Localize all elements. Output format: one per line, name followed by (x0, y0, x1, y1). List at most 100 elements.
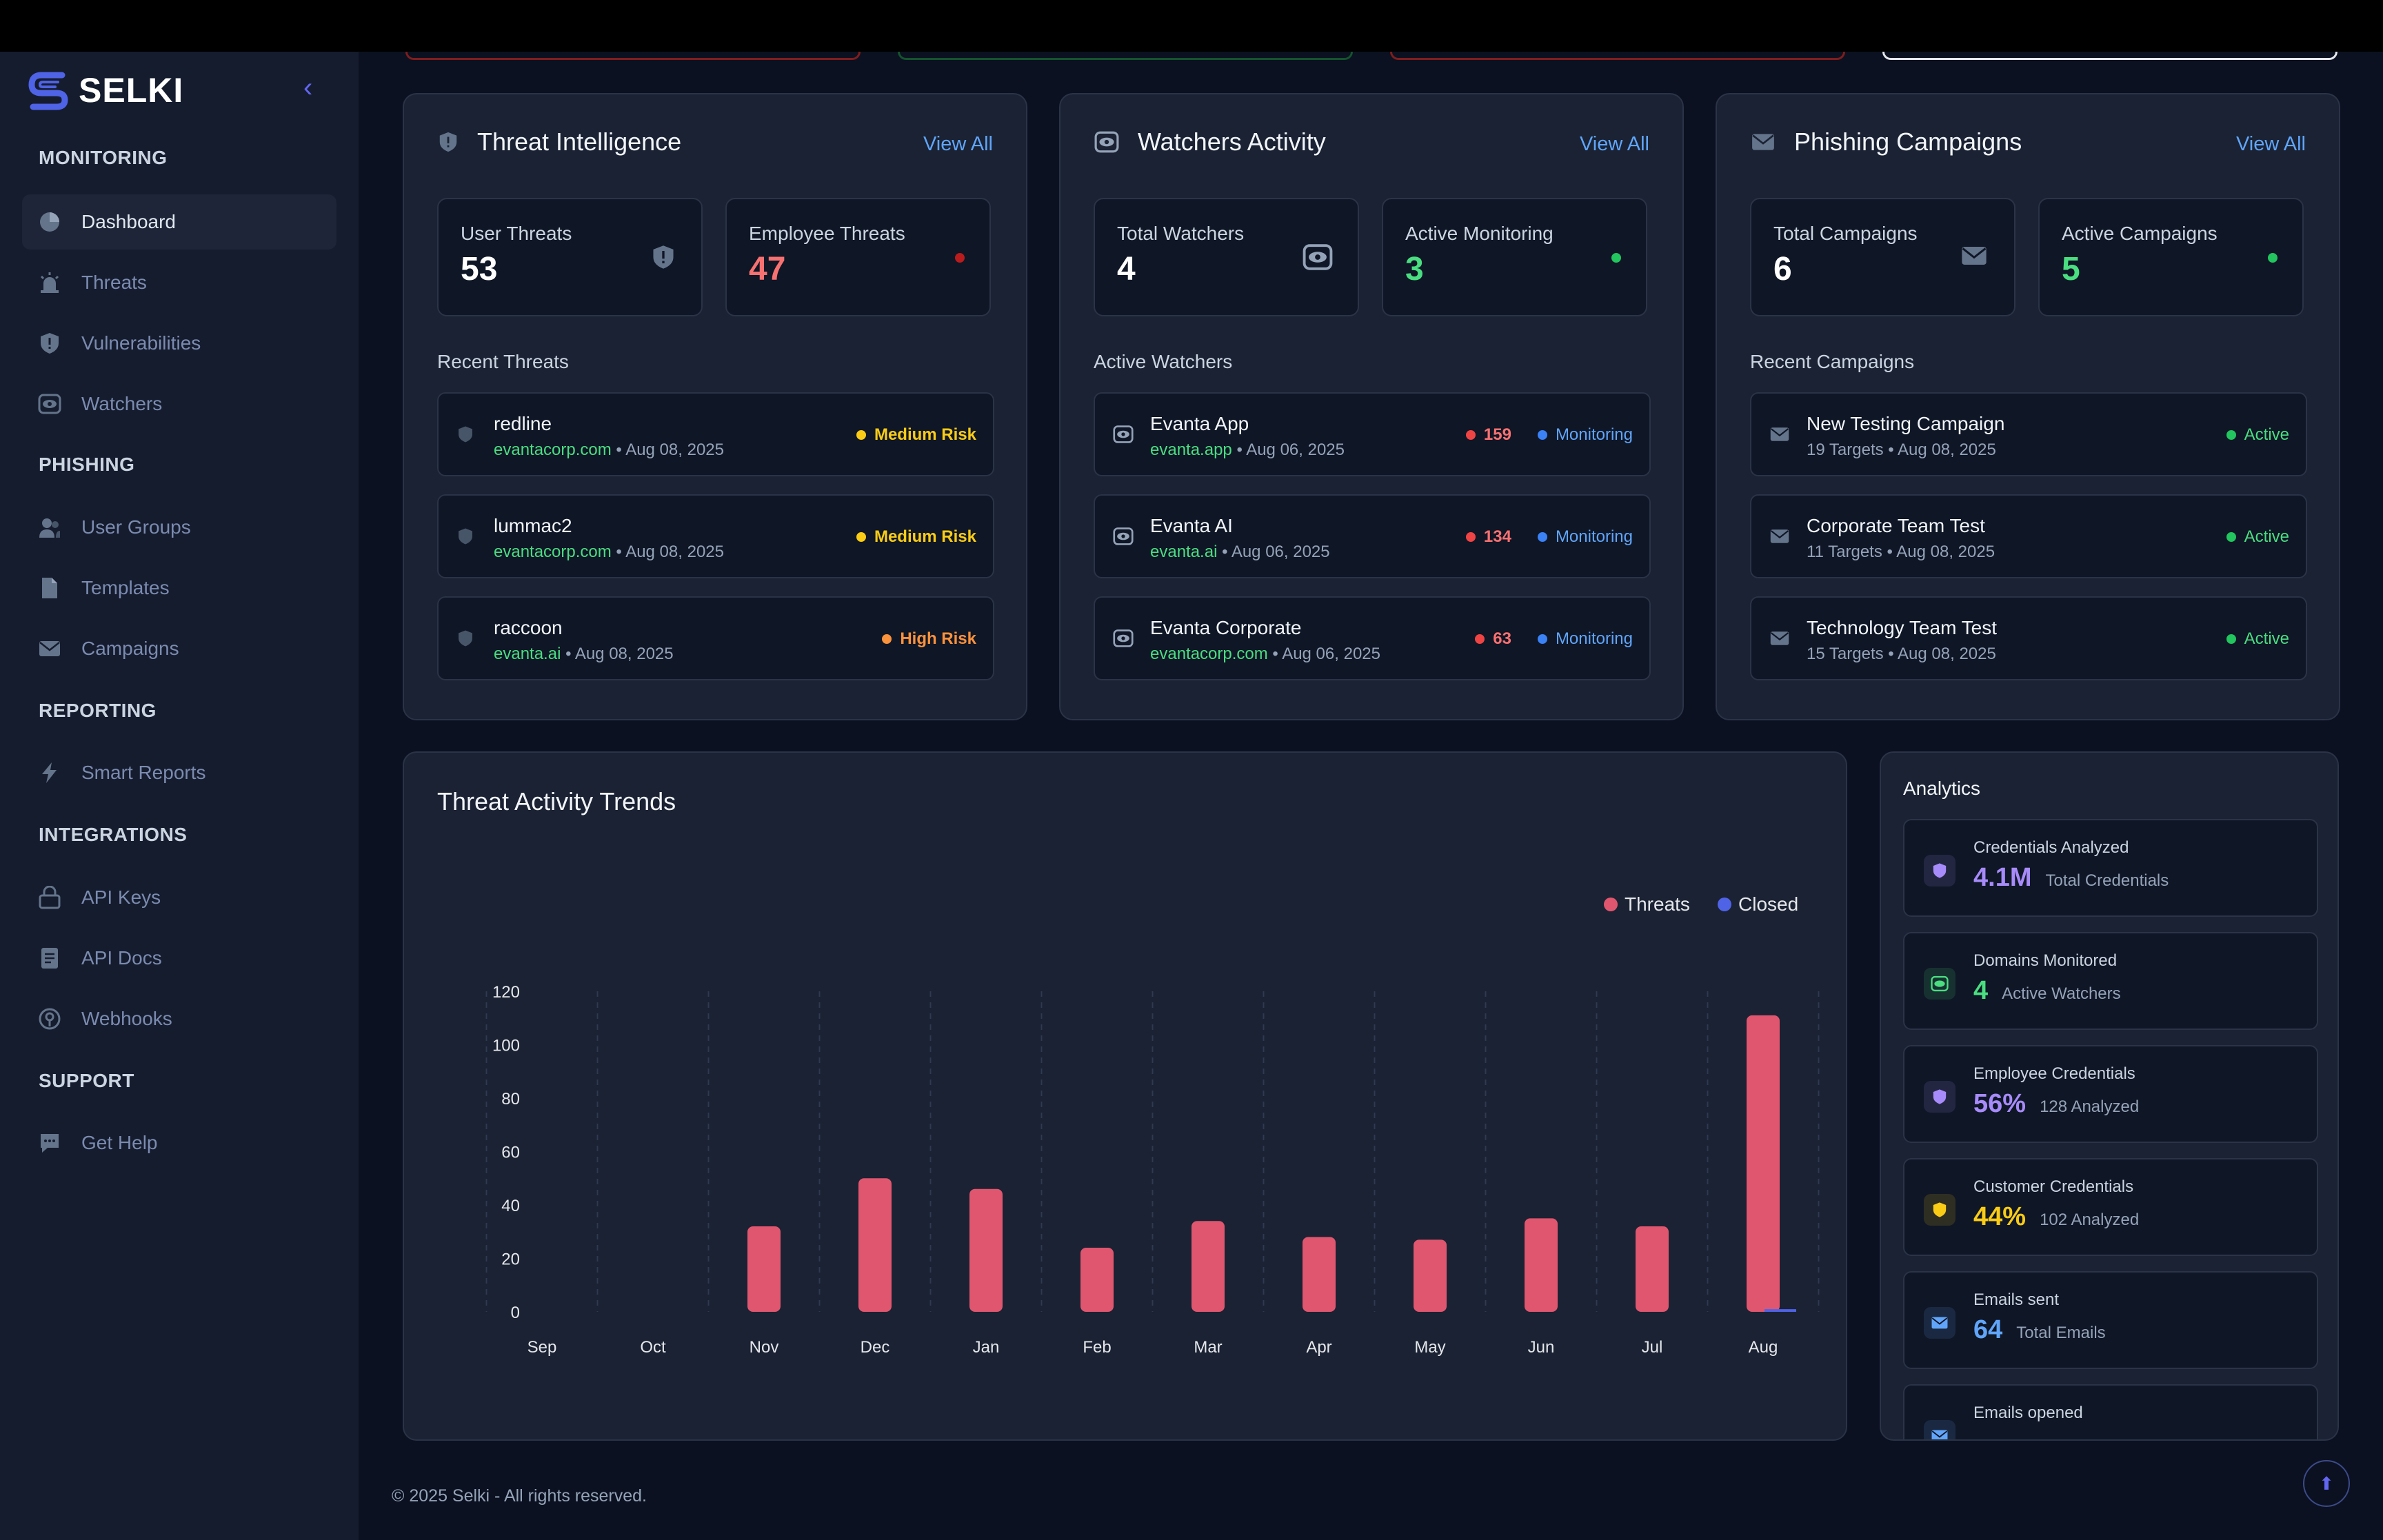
shield-icon (459, 630, 472, 647)
shield-icon (439, 132, 457, 152)
risk-badge: Medium Risk (856, 527, 976, 547)
stat-label: Active Campaigns (2062, 223, 2218, 244)
section-subhead: Recent Threats (437, 351, 569, 372)
stat-label: Employee Threats (749, 223, 905, 244)
eye-icon (37, 392, 62, 416)
watcher-row[interactable]: Evanta App evanta.app • Aug 06, 2025 159… (1094, 392, 1651, 476)
sidebar-item-webhooks[interactable]: Webhooks (22, 991, 336, 1046)
eye-icon (1113, 527, 1134, 545)
stat-label: Total Watchers (1117, 223, 1245, 244)
view-all-watchers-link[interactable]: View All (1579, 133, 1649, 155)
campaign-status: Active (2226, 527, 2289, 547)
watcher-meta: evanta.app • Aug 06, 2025 (1150, 440, 1345, 459)
analytics-label: Emails sent (1973, 1290, 2060, 1309)
top-bar (0, 0, 2383, 52)
analytics-item: Emails sent 64 Total Emails (1903, 1271, 2318, 1369)
campaign-row[interactable]: Corporate Team Test 11 Targets • Aug 08,… (1750, 494, 2307, 578)
shield-alert-icon (37, 331, 62, 356)
total-watchers-stat: Total Watchers 4 (1094, 198, 1359, 316)
watcher-row[interactable]: Evanta AI evanta.ai • Aug 06, 2025 134 Mo… (1094, 494, 1651, 578)
sidebar-item-api-keys[interactable]: API Keys (22, 870, 336, 925)
sidebar-item-label: Webhooks (81, 1008, 172, 1029)
analytics-label: Domains Monitored (1973, 951, 2118, 970)
chat-icon (37, 1131, 62, 1155)
mail-icon (1770, 529, 1789, 543)
logo[interactable]: SELKI (26, 68, 183, 112)
sidebar-item-label: Campaigns (81, 638, 179, 659)
threats-bar (969, 1188, 1003, 1312)
card-header: Threat Intelligence (437, 128, 681, 156)
watcher-meta: evantacorp.com • Aug 06, 2025 (1150, 645, 1380, 663)
analytics-item: Domains Monitored 4 Active Watchers (1903, 932, 2318, 1030)
y-tick-label: 60 (501, 1144, 520, 1162)
sidebar-item-dashboard[interactable]: Dashboard (22, 194, 336, 250)
x-tick-label: Nov (750, 1338, 779, 1357)
footer-copyright: © 2025 Selki - All rights reserved. (392, 1486, 647, 1506)
view-all-campaigns-link[interactable]: View All (2235, 133, 2306, 155)
analytics-item: Customer Credentials 44% 102 Analyzed (1903, 1158, 2318, 1256)
section-support: SUPPORT (39, 1070, 134, 1091)
lock-icon (37, 885, 62, 910)
legend-label: Threats (1625, 893, 1690, 915)
analytics-value: 4.1M (1973, 863, 2032, 892)
sidebar-item-templates[interactable]: Templates (22, 560, 336, 616)
analytics-value-group: 44% 102 Analyzed (1973, 1202, 2139, 1232)
scroll-to-top-button[interactable]: ⬆ (2303, 1460, 2350, 1507)
campaign-row[interactable]: Technology Team Test 15 Targets • Aug 08… (1750, 596, 2307, 680)
campaign-meta: 19 Targets • Aug 08, 2025 (1807, 440, 1996, 459)
eye-icon (1113, 425, 1134, 443)
sidebar-item-watchers[interactable]: Watchers (22, 376, 336, 432)
watcher-row[interactable]: Evanta Corporate evantacorp.com • Aug 06… (1094, 596, 1651, 680)
mail-icon (1924, 1420, 1955, 1439)
threats-bar (858, 1178, 892, 1312)
view-all-threats-link[interactable]: View All (923, 133, 993, 155)
threats-bar (1192, 1221, 1225, 1312)
eye-icon (1113, 629, 1134, 647)
siren-icon (37, 270, 62, 295)
threat-row[interactable]: lummac2 evantacorp.com • Aug 08, 2025 Me… (437, 494, 994, 578)
active-monitoring-stat: Active Monitoring 3 (1382, 198, 1647, 316)
sidebar-item-label: User Groups (81, 516, 191, 538)
sidebar-item-get-help[interactable]: Get Help (22, 1115, 336, 1171)
analytics-sub: Total Emails (2016, 1324, 2106, 1342)
document-icon (37, 946, 62, 971)
analytics-label: Emails opened (1973, 1404, 2083, 1422)
analytics-item: Credentials Analyzed 4.1M Total Credential… (1903, 819, 2318, 917)
watcher-meta: evanta.ai • Aug 06, 2025 (1150, 543, 1330, 561)
y-tick-label: 20 (501, 1250, 520, 1269)
section-reporting: REPORTING (39, 700, 157, 721)
x-tick-label: Feb (1083, 1338, 1111, 1357)
sidebar-item-smart-reports[interactable]: Smart Reports (22, 745, 336, 800)
campaign-status: Active (2226, 629, 2289, 649)
analytics-sub: Total Credentials (2045, 871, 2169, 890)
sidebar-item-vulnerabilities[interactable]: Vulnerabilities (22, 316, 336, 371)
shield-icon (1924, 855, 1955, 886)
campaign-status: Active (2226, 425, 2289, 445)
legend-label: Closed (1738, 893, 1798, 915)
sidebar-item-user-groups[interactable]: User Groups (22, 500, 336, 555)
webhook-icon (37, 1006, 62, 1031)
section-integrations: INTEGRATIONS (39, 824, 188, 845)
campaign-row[interactable]: New Testing Campaign 19 Targets • Aug 08… (1750, 392, 2307, 476)
section-monitoring: MONITORING (39, 147, 168, 168)
chart-title: Threat Activity Trends (437, 787, 676, 815)
analytics-value: 44% (1973, 1202, 2027, 1231)
threat-row[interactable]: raccoon evanta.ai • Aug 08, 2025 High Ri… (437, 596, 994, 680)
sidebar-item-label: Dashboard (81, 211, 176, 232)
file-icon (37, 576, 62, 600)
threats-bar (1636, 1226, 1669, 1312)
x-tick-label: Apr (1306, 1338, 1331, 1357)
analytics-title: Analytics (1903, 778, 1981, 799)
threats-bar (1747, 1015, 1780, 1312)
sidebar-item-threats[interactable]: Threats (22, 255, 336, 310)
sidebar-item-campaigns[interactable]: Campaigns (22, 621, 336, 676)
sidebar-item-label: Smart Reports (81, 762, 206, 783)
status-dot (2268, 253, 2278, 263)
sidebar-item-api-docs[interactable]: API Docs (22, 931, 336, 986)
watcher-name: Evanta Corporate (1150, 617, 1302, 638)
collapse-sidebar-icon[interactable]: ‹ (303, 72, 313, 103)
x-tick-label: Jul (1642, 1338, 1663, 1357)
card-header: Watchers Activity (1094, 128, 1326, 156)
threat-meta: evantacorp.com • Aug 08, 2025 (494, 543, 724, 561)
threat-row[interactable]: redline evantacorp.com • Aug 08, 2025 Me… (437, 392, 994, 476)
